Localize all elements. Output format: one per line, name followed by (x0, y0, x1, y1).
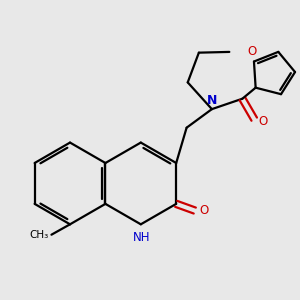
Text: O: O (258, 115, 267, 128)
Text: O: O (248, 45, 257, 58)
Text: N: N (207, 94, 217, 107)
Text: O: O (200, 204, 209, 217)
Text: CH₃: CH₃ (29, 230, 49, 240)
Text: NH: NH (133, 231, 150, 244)
